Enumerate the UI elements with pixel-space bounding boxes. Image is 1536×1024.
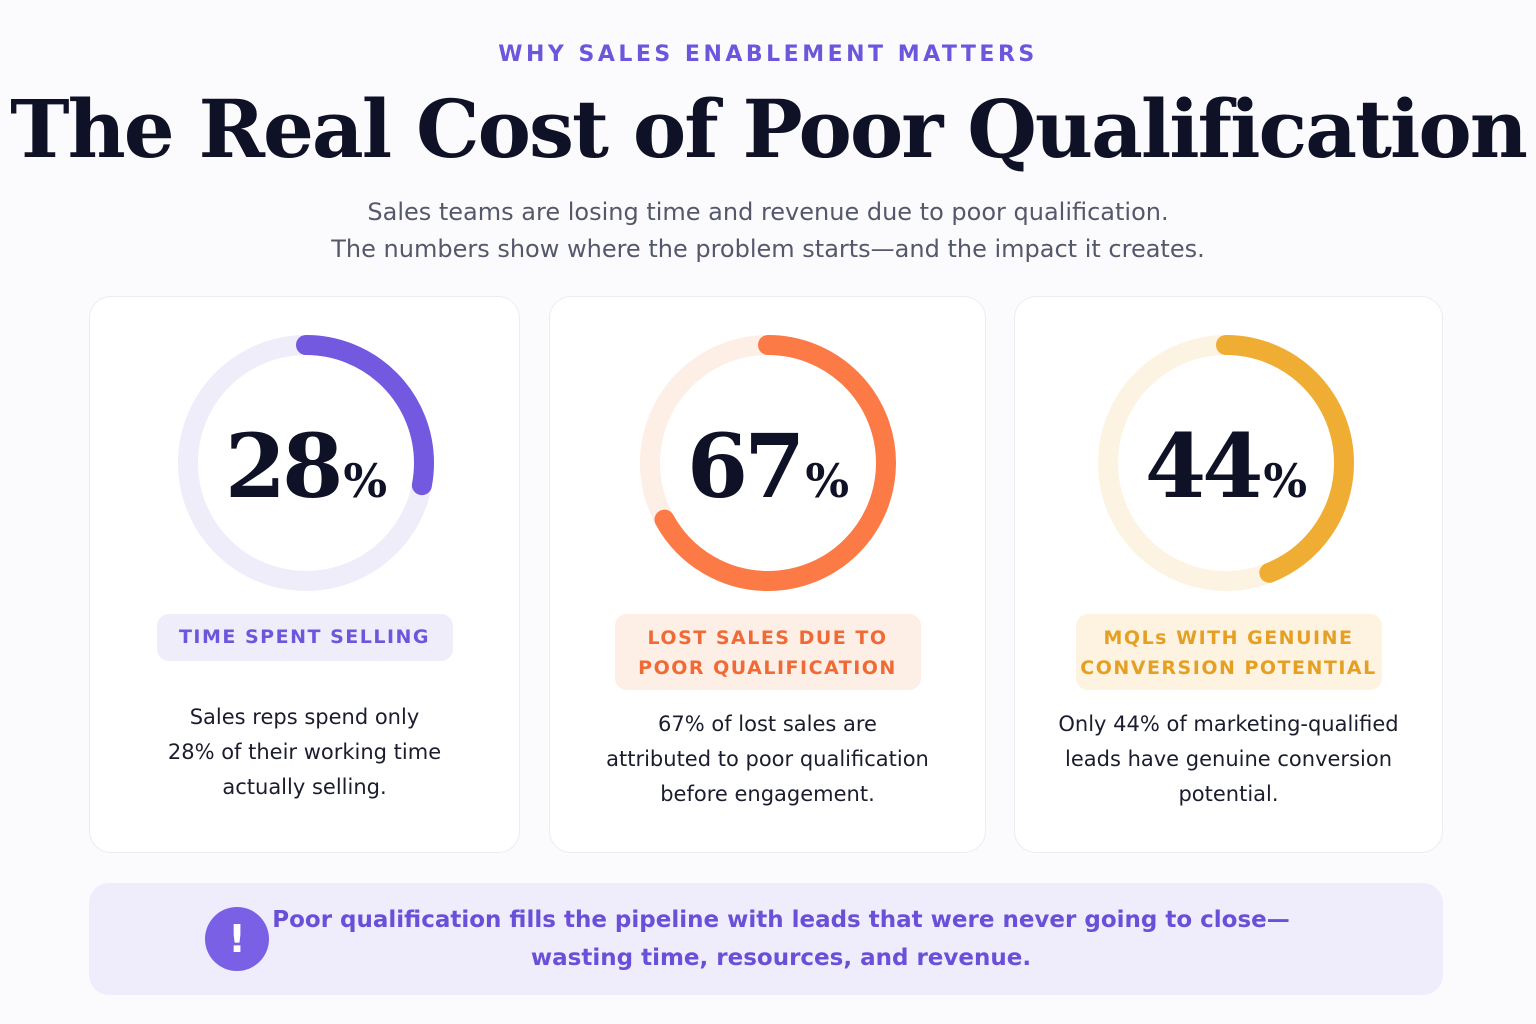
stat-label: TIME SPENT SELLING [178, 626, 431, 648]
description-line: before engagement. [660, 782, 875, 806]
stat-unit: % [805, 454, 850, 508]
description-line: actually selling. [222, 775, 387, 799]
callout-text: Poor qualification fills the pipeline wi… [229, 901, 1333, 977]
stat-unit: % [343, 454, 388, 508]
description-line: Only 44% of marketing-qualified [1058, 712, 1399, 736]
description-line: leads have genuine conversion [1065, 747, 1392, 771]
stat-card-lost-sales: 67% LOST SALES DUE TO POOR QUALIFICATION… [549, 296, 986, 853]
callout-banner: ! Poor qualification fills the pipeline … [89, 883, 1443, 995]
progress-ring-graphic [178, 335, 434, 591]
ring-progress [1098, 335, 1354, 591]
callout-line: Poor qualification fills the pipeline wi… [272, 907, 1290, 933]
stat-description: Only 44% of marketing-qualified leads ha… [1015, 707, 1442, 812]
progress-ring: 28% [168, 325, 444, 601]
stat-card-time-selling: 28% TIME SPENT SELLING Sales reps spend … [89, 296, 520, 853]
stat-value: 67% [630, 325, 906, 601]
progress-ring: 67% [630, 325, 906, 601]
page-title: The Real Cost of Poor Qualification [10, 82, 1528, 176]
stat-description: 67% of lost sales are attributed to poor… [550, 707, 985, 812]
stat-label-pill: LOST SALES DUE TO POOR QUALIFICATION [614, 614, 921, 690]
ring-progress [640, 335, 896, 591]
progress-ring-graphic [1098, 335, 1354, 591]
stat-value: 44% [1088, 325, 1364, 601]
exclamation-icon: ! [205, 907, 269, 971]
progress-ring: 44% [1088, 325, 1364, 601]
description-line: attributed to poor qualification [606, 747, 929, 771]
stat-label-pill: TIME SPENT SELLING [156, 614, 453, 661]
progress-ring-graphic [640, 335, 896, 591]
subtitle-line: Sales teams are losing time and revenue … [367, 198, 1169, 226]
stat-unit: % [1263, 454, 1308, 508]
eyebrow-label: WHY SALES ENABLEMENT MATTERS [498, 42, 1038, 67]
ring-progress [178, 335, 434, 591]
stat-number: 44 [1144, 414, 1263, 518]
stat-value: 28% [168, 325, 444, 601]
description-line: potential. [1178, 782, 1279, 806]
stat-label: LOST SALES DUE TO [647, 627, 888, 649]
page-subtitle: Sales teams are losing time and revenue … [0, 194, 1536, 268]
stat-label: MQLs WITH GENUINE [1103, 627, 1354, 649]
stat-label: CONVERSION POTENTIAL [1080, 657, 1377, 679]
stat-number: 67 [686, 414, 805, 518]
stat-label-pill: MQLs WITH GENUINE CONVERSION POTENTIAL [1075, 614, 1382, 690]
stat-description: Sales reps spend only 28% of their worki… [90, 700, 519, 805]
stat-number: 28 [224, 414, 343, 518]
callout-line: wasting time, resources, and revenue. [530, 945, 1032, 971]
stat-label: POOR QUALIFICATION [638, 657, 897, 679]
description-line: 67% of lost sales are [658, 712, 877, 736]
description-line: Sales reps spend only [189, 705, 420, 729]
subtitle-line: The numbers show where the problem start… [331, 235, 1205, 263]
stat-card-mql-conversion: 44% MQLs WITH GENUINE CONVERSION POTENTI… [1014, 296, 1443, 853]
description-line: 28% of their working time [167, 740, 442, 764]
